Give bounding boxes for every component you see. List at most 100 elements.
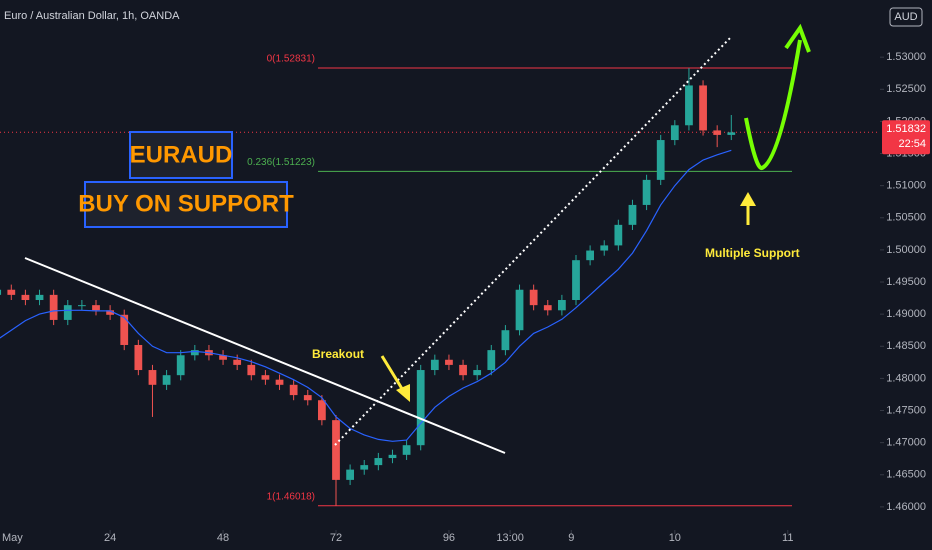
x-tick-label: 96 (443, 532, 455, 544)
currency-box (889, 7, 923, 27)
idea-text: BUY ON SUPPORT (78, 190, 294, 217)
x-tick-label: 10 (669, 532, 681, 544)
y-tick-label: 1.53000 (886, 51, 926, 63)
y-tick-label: 1.49000 (886, 308, 926, 320)
candle-body (501, 330, 510, 351)
y-tick-label: 1.46500 (886, 469, 926, 481)
candle-body (134, 344, 143, 371)
axes: 1.46000 1.46500 1.47000 1.47500 1.48000 1.485… (2, 51, 930, 544)
candle-body (92, 305, 100, 311)
candle-body (699, 85, 707, 131)
candle-body (303, 395, 312, 401)
y-tick-label: 1.47000 (886, 437, 926, 449)
idea-box (84, 181, 288, 228)
y-tick-label: 1.46000 (886, 501, 926, 513)
candle-body (656, 140, 665, 180)
candle-body (727, 132, 736, 135)
plot-area: 0(1.52831) 0.236(1.51223) 1(1.46018) (0, 54, 880, 507)
support-label: Multiple Support (705, 246, 800, 260)
candle-body (374, 458, 383, 466)
symbol-text: EURAUD (130, 141, 233, 168)
candle-body (148, 370, 157, 385)
y-tick-label: 1.50000 (886, 244, 926, 256)
candle-body (713, 130, 722, 135)
candle-body (247, 364, 256, 376)
breakout-label: Breakout (312, 347, 364, 361)
y-tick-label: 1.50500 (886, 212, 926, 224)
candle-body (685, 85, 693, 126)
symbol-box (129, 131, 233, 179)
candle-body (642, 179, 651, 205)
candle-body (35, 294, 44, 301)
candle-body (233, 359, 242, 365)
x-tick-label: 13:00 (496, 532, 524, 544)
currency-label: AUD (894, 11, 917, 23)
countdown-label: 22:54 (898, 138, 926, 150)
candle-body (49, 294, 58, 320)
candle-body (416, 370, 425, 446)
level-label: 1(1.46018) (267, 491, 315, 502)
last-price-label: 1.51832 (886, 123, 926, 135)
candle-body (515, 289, 524, 331)
candle-body (430, 359, 439, 371)
x-tick-label: May (2, 532, 23, 544)
candle-body (600, 245, 609, 251)
candle-body (459, 364, 467, 376)
candle-body (106, 310, 114, 315)
candle-body (558, 300, 566, 311)
x-tick-label: 11 (782, 532, 793, 544)
candle-body (261, 375, 270, 380)
y-tick-label: 1.48500 (886, 340, 926, 352)
candle-body (586, 250, 594, 261)
y-tick-label: 1.47500 (886, 404, 926, 416)
candle-body (346, 469, 354, 480)
candle-body (190, 350, 199, 356)
breakout-arrow (380, 355, 406, 393)
candle-body (614, 224, 623, 246)
x-tick-label: 9 (568, 532, 574, 544)
y-tick-label: 1.48000 (886, 372, 926, 384)
x-tick-label: 72 (330, 532, 342, 544)
candle-body (445, 359, 453, 365)
y-tick-label: 1.51000 (886, 180, 926, 192)
candle-body (628, 204, 637, 225)
candle-body (360, 465, 369, 470)
level-label: 0.236(1.51223) (247, 157, 315, 168)
x-tick-label: 24 (104, 532, 116, 544)
breakout-arrow-head (396, 384, 410, 402)
candle-body (318, 400, 326, 421)
candle-body (543, 305, 552, 311)
level-label: 0(1.52831) (267, 54, 315, 65)
candle-body (473, 370, 482, 376)
candle-body (487, 350, 496, 371)
candle-body (7, 289, 16, 295)
projection-arrow (744, 39, 802, 170)
candle-body (120, 314, 129, 345)
y-tick-label: 1.52500 (886, 83, 926, 95)
candle-body (162, 375, 171, 385)
moving-average (0, 149, 732, 442)
candle-body (0, 289, 2, 295)
candle-body (402, 445, 411, 455)
candle-body (21, 294, 30, 301)
candle-body (388, 454, 397, 459)
candle-body (670, 125, 679, 141)
projection-arrow-head (784, 23, 811, 53)
chart-title: Euro / Australian Dollar, 1h, OANDA (4, 10, 180, 22)
trend-line (24, 257, 506, 454)
x-tick-label: 48 (217, 532, 229, 544)
drawings: EURAUD BUY ON SUPPORT Breakout Multiple … (4, 7, 923, 454)
candle-body (289, 384, 298, 396)
candle-body (219, 355, 227, 360)
candle-body (332, 420, 340, 480)
y-tick-label: 1.49500 (886, 276, 926, 288)
candle-body (529, 289, 538, 306)
candle-body (78, 305, 86, 307)
last-price-tag (882, 120, 930, 155)
candle-body (572, 260, 580, 301)
candle-body (176, 355, 185, 376)
candle-body (275, 379, 284, 385)
